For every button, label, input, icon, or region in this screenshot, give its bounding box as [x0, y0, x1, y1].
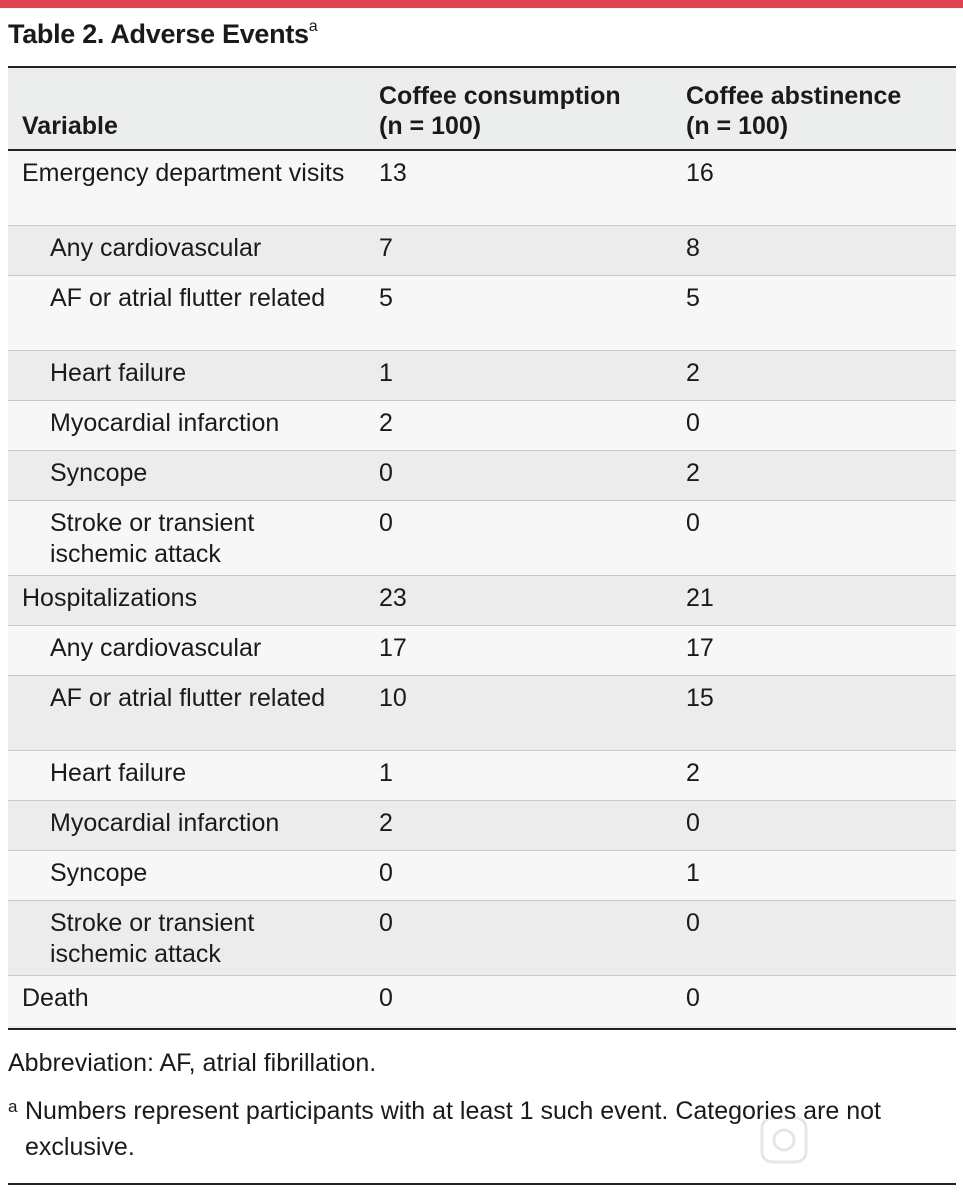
table-row: Heart failure 1 2 [8, 351, 956, 401]
header-coffee-consumption: Coffee consumption (n = 100) [379, 82, 621, 140]
table-row: Any cardiovascular 17 17 [8, 626, 956, 676]
table-row: AF or atrial flutter related 5 5 [8, 276, 956, 351]
coffee-abstinence-value: 0 [686, 409, 700, 437]
coffee-abstinence-value: 15 [686, 684, 714, 712]
coffee-consumption-value: 5 [379, 284, 393, 312]
coffee-abstinence-value: 2 [686, 359, 700, 387]
table-row: Emergency department visits 13 16 [8, 151, 956, 226]
coffee-consumption-value: 0 [379, 509, 393, 537]
coffee-abstinence-value: 0 [686, 809, 700, 837]
table-row: Stroke or transient ischemic attack 0 0 [8, 901, 956, 976]
table-row: Any cardiovascular 7 8 [8, 226, 956, 276]
coffee-abstinence-value: 16 [686, 159, 714, 187]
footnote-a: a Numbers represent participants with at… [8, 1093, 948, 1165]
row-label: Heart failure [50, 359, 187, 387]
row-label: Emergency department visits [22, 159, 345, 187]
title-footnote-marker: a [308, 18, 318, 35]
coffee-consumption-value: 0 [379, 909, 393, 937]
table-row: Syncope 0 2 [8, 451, 956, 501]
table-title: Table 2. Adverse Eventsa [8, 18, 318, 49]
coffee-abstinence-value: 2 [686, 759, 700, 787]
coffee-consumption-value: 1 [379, 359, 393, 387]
coffee-abstinence-value: 21 [686, 584, 714, 612]
coffee-consumption-value: 23 [379, 584, 407, 612]
row-label: Syncope [50, 459, 148, 487]
coffee-abstinence-value: 0 [686, 509, 700, 537]
coffee-consumption-value: 0 [379, 859, 393, 887]
row-label: Stroke or transient ischemic attack [50, 509, 255, 568]
coffee-abstinence-value: 2 [686, 459, 700, 487]
row-label: AF or atrial flutter related [50, 284, 326, 312]
header-variable: Variable [22, 112, 118, 140]
table-row: Stroke or transient ischemic attack 0 0 [8, 501, 956, 576]
coffee-abstinence-value: 0 [686, 984, 700, 1012]
coffee-abstinence-value: 17 [686, 634, 714, 662]
table-row: Hospitalizations 23 21 [8, 576, 956, 626]
table-row: AF or atrial flutter related 10 15 [8, 676, 956, 751]
footnote-a-marker: a [8, 1097, 18, 1116]
row-label: Myocardial infarction [50, 809, 280, 837]
row-label: Death [22, 984, 89, 1012]
coffee-consumption-value: 13 [379, 159, 407, 187]
row-label: Stroke or transient ischemic attack [50, 909, 255, 968]
row-label: AF or atrial flutter related [50, 684, 326, 712]
bottom-rule [8, 1183, 956, 1185]
coffee-consumption-value: 1 [379, 759, 393, 787]
coffee-consumption-value: 10 [379, 684, 407, 712]
table-row: Death 0 0 [8, 976, 956, 1026]
top-accent-rule [0, 0, 963, 8]
coffee-consumption-value: 0 [379, 984, 393, 1012]
row-label: Any cardiovascular [50, 234, 262, 262]
adverse-events-table: Variable Coffee consumption (n = 100) Co… [8, 66, 956, 1030]
abbreviation-footnote: Abbreviation: AF, atrial fibrillation. [8, 1049, 377, 1077]
row-label: Heart failure [50, 759, 187, 787]
table-row: Syncope 0 1 [8, 851, 956, 901]
coffee-consumption-value: 7 [379, 234, 393, 262]
table-row: Myocardial infarction 2 0 [8, 801, 956, 851]
row-label: Myocardial infarction [50, 409, 280, 437]
coffee-abstinence-value: 1 [686, 859, 700, 887]
watermark-logo [760, 1112, 940, 1168]
coffee-consumption-value: 2 [379, 809, 393, 837]
coffee-consumption-value: 17 [379, 634, 407, 662]
coffee-abstinence-value: 8 [686, 234, 700, 262]
table-header: Variable Coffee consumption (n = 100) Co… [8, 68, 956, 151]
coffee-consumption-value: 2 [379, 409, 393, 437]
row-label: Hospitalizations [22, 584, 198, 612]
table-row: Heart failure 1 2 [8, 751, 956, 801]
header-coffee-abstinence: Coffee abstinence (n = 100) [686, 82, 902, 140]
coffee-abstinence-value: 0 [686, 909, 700, 937]
row-label: Syncope [50, 859, 148, 887]
footnote-a-text: Numbers represent participants with at l… [25, 1097, 881, 1161]
coffee-consumption-value: 0 [379, 459, 393, 487]
table-body: Emergency department visits 13 16 Any ca… [8, 151, 956, 1026]
row-label: Any cardiovascular [50, 634, 262, 662]
table-row: Myocardial infarction 2 0 [8, 401, 956, 451]
coffee-abstinence-value: 5 [686, 284, 700, 312]
